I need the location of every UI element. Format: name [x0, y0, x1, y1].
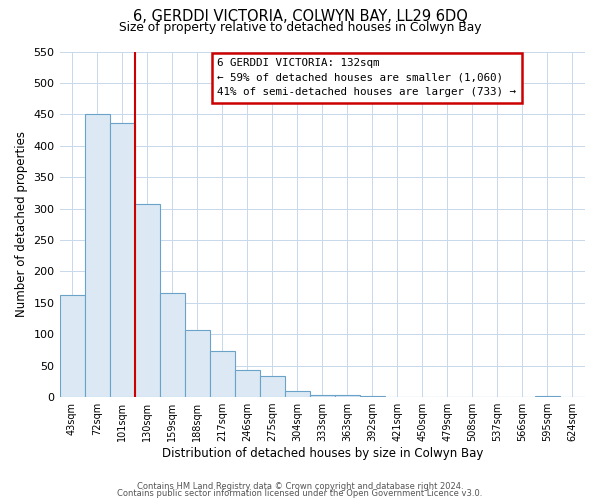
Text: 6, GERDDI VICTORIA, COLWYN BAY, LL29 6DQ: 6, GERDDI VICTORIA, COLWYN BAY, LL29 6DQ [133, 9, 467, 24]
Bar [85, 114, 110, 397]
Bar [360, 396, 385, 397]
Bar [134, 204, 160, 397]
Bar [335, 394, 360, 397]
Bar [285, 391, 310, 397]
Bar [260, 376, 285, 397]
Bar [59, 296, 85, 397]
Bar [185, 330, 209, 397]
Bar [535, 396, 560, 397]
Text: Size of property relative to detached houses in Colwyn Bay: Size of property relative to detached ho… [119, 21, 481, 34]
Text: Contains HM Land Registry data © Crown copyright and database right 2024.: Contains HM Land Registry data © Crown c… [137, 482, 463, 491]
Bar [160, 294, 185, 397]
Bar [110, 122, 134, 397]
Text: Contains public sector information licensed under the Open Government Licence v3: Contains public sector information licen… [118, 488, 482, 498]
Bar [310, 394, 335, 397]
Y-axis label: Number of detached properties: Number of detached properties [15, 132, 28, 318]
Bar [209, 350, 235, 397]
X-axis label: Distribution of detached houses by size in Colwyn Bay: Distribution of detached houses by size … [161, 447, 483, 460]
Text: 6 GERDDI VICTORIA: 132sqm
← 59% of detached houses are smaller (1,060)
41% of se: 6 GERDDI VICTORIA: 132sqm ← 59% of detac… [217, 58, 516, 97]
Bar [235, 370, 260, 397]
